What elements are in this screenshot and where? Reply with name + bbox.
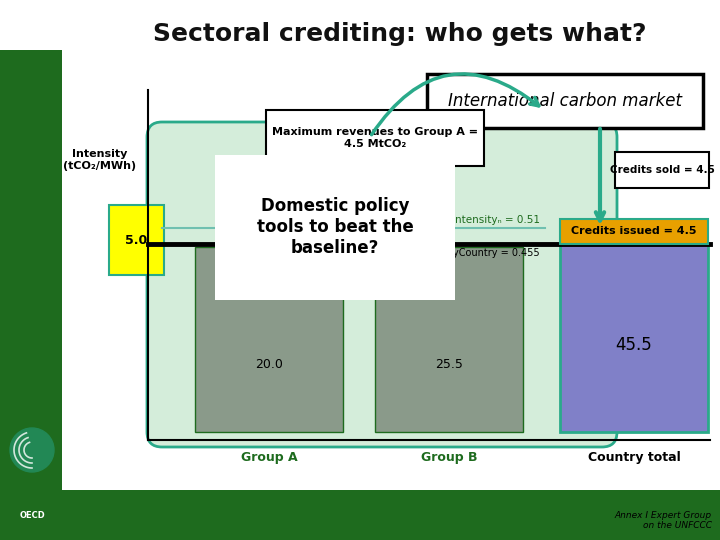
FancyBboxPatch shape	[427, 74, 703, 128]
Text: Baseline = 0.5: Baseline = 0.5	[624, 231, 705, 241]
FancyBboxPatch shape	[266, 110, 484, 166]
Text: Annex I Expert Group
on the UNFCCC: Annex I Expert Group on the UNFCCC	[615, 511, 712, 530]
Text: Domestic policy
tools to beat the
baseline?: Domestic policy tools to beat the baseli…	[256, 197, 413, 257]
Text: 20.0: 20.0	[255, 359, 283, 372]
Text: 5.0: 5.0	[125, 233, 147, 246]
Bar	[195, 247, 343, 432]
Text: OECD: OECD	[19, 510, 45, 519]
Bar	[280, 228, 435, 255]
Text: 45.5: 45.5	[616, 336, 652, 354]
Circle shape	[10, 428, 54, 472]
FancyBboxPatch shape	[215, 155, 455, 300]
Text: -0.5: -0.5	[344, 234, 372, 247]
Text: Intensityₙ = 0.51: Intensityₙ = 0.51	[452, 215, 540, 225]
Bar	[560, 219, 708, 244]
Text: Group B: Group B	[420, 450, 477, 463]
FancyBboxPatch shape	[147, 122, 617, 447]
Bar	[109, 205, 164, 275]
Text: Intensity
(tCO₂/MWh): Intensity (tCO₂/MWh)	[63, 149, 137, 171]
Text: Maximum revenues to Group A =
4.5 MtCO₂: Maximum revenues to Group A = 4.5 MtCO₂	[272, 127, 478, 149]
Text: Country total: Country total	[588, 450, 680, 463]
FancyArrowPatch shape	[372, 74, 539, 134]
Text: Sectoral crediting: who gets what?: Sectoral crediting: who gets what?	[153, 22, 647, 46]
Text: Group A: Group A	[240, 450, 297, 463]
Text: International carbon market: International carbon market	[448, 92, 682, 110]
Bar	[560, 244, 708, 432]
Text: Credits issued = 4.5: Credits issued = 4.5	[571, 226, 697, 236]
FancyBboxPatch shape	[615, 152, 709, 188]
Text: 25.5: 25.5	[435, 359, 463, 372]
Bar	[375, 247, 523, 432]
Bar	[0, 490, 720, 540]
Text: IntensityCountry = 0.455: IntensityCountry = 0.455	[416, 248, 540, 258]
Text: Credits sold = 4.5: Credits sold = 4.5	[610, 165, 714, 175]
Bar	[0, 50, 62, 490]
